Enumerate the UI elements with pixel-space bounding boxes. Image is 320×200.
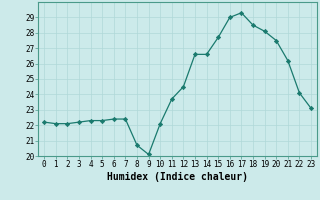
X-axis label: Humidex (Indice chaleur): Humidex (Indice chaleur) [107,172,248,182]
